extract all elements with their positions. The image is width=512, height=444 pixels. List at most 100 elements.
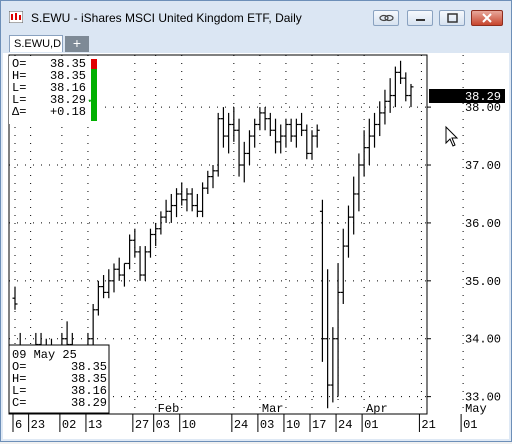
y-tick-label: 35.00 [465, 275, 501, 289]
ohlc-bar [283, 118, 289, 148]
data-label: C= [12, 396, 26, 410]
ohlc-bar [319, 199, 325, 362]
ohlc-bar [278, 124, 284, 154]
ohlc-bar [174, 188, 180, 218]
ohlc-bar [153, 222, 159, 247]
tab-symbol[interactable]: S.EWU,D [9, 35, 63, 52]
ohlc-bar [101, 275, 107, 299]
ohlc-bar [356, 153, 362, 212]
y-tick-label: 36.00 [465, 217, 501, 231]
ohlc-bar [252, 118, 258, 148]
ohlc-bar [408, 83, 414, 108]
ohlc-bar [116, 257, 122, 281]
quote-value: +0.18 [50, 105, 86, 119]
ohlc-bar [403, 72, 409, 102]
x-month-label: Feb [158, 402, 180, 416]
maximize-icon [447, 13, 458, 23]
ohlc-bar [309, 130, 315, 160]
x-tick-label: 27 [135, 418, 149, 432]
ohlc-bar [366, 118, 372, 166]
ohlc-bar [293, 118, 299, 148]
quote-label: H= [12, 69, 26, 83]
quote-label: O= [12, 57, 26, 71]
ohlc-bar [210, 165, 216, 189]
ohlc-bar [330, 327, 336, 403]
ohlc-bar [132, 228, 138, 258]
data-value: 38.29 [71, 396, 107, 410]
link-button[interactable] [373, 10, 399, 26]
x-tick-label: 03 [156, 418, 170, 432]
data-value: 38.35 [71, 360, 107, 374]
price-chart[interactable]: 33.00 34.00 35.00 36.00 37.00 38.00 6 23 02 13 27… [3, 53, 509, 439]
x-tick-label: 17 [312, 418, 326, 432]
quote-label: Δ= [12, 105, 26, 119]
ohlc-bar [398, 60, 404, 84]
x-month-label: May [465, 402, 487, 416]
x-tick-label: 01 [364, 418, 378, 432]
data-value: 38.16 [71, 384, 107, 398]
data-value: 38.35 [71, 372, 107, 386]
mouse-cursor-icon [445, 125, 459, 147]
ohlc-bar [127, 234, 133, 270]
x-tick-label: 21 [421, 418, 435, 432]
tab-bar: S.EWU,D + [1, 33, 511, 53]
quote-value: 38.16 [50, 81, 86, 95]
ohlc-bar [189, 188, 195, 212]
add-tab-button[interactable]: + [65, 36, 89, 52]
data-box-bg [8, 344, 110, 414]
maximize-button[interactable] [439, 10, 465, 26]
quote-box-bg [9, 56, 99, 124]
ohlc-bar [387, 78, 393, 113]
quote-value: 38.29 [50, 93, 86, 107]
ohlc-bar [205, 170, 211, 194]
ohlc-bar [179, 182, 185, 206]
ohlc-bar [184, 188, 190, 212]
close-button[interactable] [471, 10, 503, 26]
ohlc-bar [372, 112, 378, 148]
ohlc-bar [200, 182, 206, 218]
x-tick-label: 13 [88, 418, 102, 432]
ohlc-bar [340, 228, 346, 304]
app-icon [9, 11, 23, 23]
chart-area[interactable]: 33.00 34.00 35.00 36.00 37.00 38.00 6 23 02 13 27… [3, 53, 509, 439]
ohlc-bar [246, 130, 252, 166]
x-tick-label: 02 [62, 418, 76, 432]
x-tick-label: 23 [31, 418, 45, 432]
title-bar[interactable]: S.EWU - iShares MSCI United Kingdom ETF,… [1, 1, 511, 33]
ohlc-bar [382, 89, 388, 125]
ohlc-bar [299, 112, 305, 137]
x-month-label: Apr [366, 402, 388, 416]
ohlc-bar [351, 176, 357, 235]
last-price-label: 38.29 [465, 90, 501, 104]
ohlc-bar [314, 124, 320, 148]
minimize-button[interactable] [407, 10, 433, 26]
ohlc-bar [325, 269, 331, 409]
x-tick-label: 10 [182, 418, 196, 432]
window-title: S.EWU - iShares MSCI United Kingdom ETF,… [31, 11, 302, 25]
quote-value: 38.35 [50, 69, 86, 83]
ohlc-bar [361, 130, 367, 177]
ohlc-bar [257, 107, 263, 131]
link-icon [379, 14, 394, 22]
ohlc-bar [392, 66, 398, 108]
x-tick-label: 10 [286, 418, 300, 432]
data-box-date: 09 May 25 [12, 348, 77, 362]
ohlc-bar [220, 107, 226, 148]
x-tick-label: 24 [234, 418, 248, 432]
ohlc-bar [267, 112, 273, 137]
x-tick-label: 01 [463, 418, 477, 432]
ohlc-bar [95, 280, 101, 316]
y-tick-label: 33.00 [465, 391, 501, 405]
ohlc-bar [137, 246, 143, 281]
ohlc-bar [231, 107, 237, 142]
plot-frame [8, 54, 428, 415]
x-tick-label: 6 [15, 418, 22, 432]
volume-indicator [91, 59, 97, 121]
ohlc-bar [273, 118, 279, 154]
last-price-tag [429, 89, 505, 103]
data-box: 09 May 25 O= 38.35 H= 38.35 L= 38.16 C= 38.29 [8, 344, 110, 414]
x-month-label: Mar [262, 402, 284, 416]
x-tick-label: 03 [260, 418, 274, 432]
